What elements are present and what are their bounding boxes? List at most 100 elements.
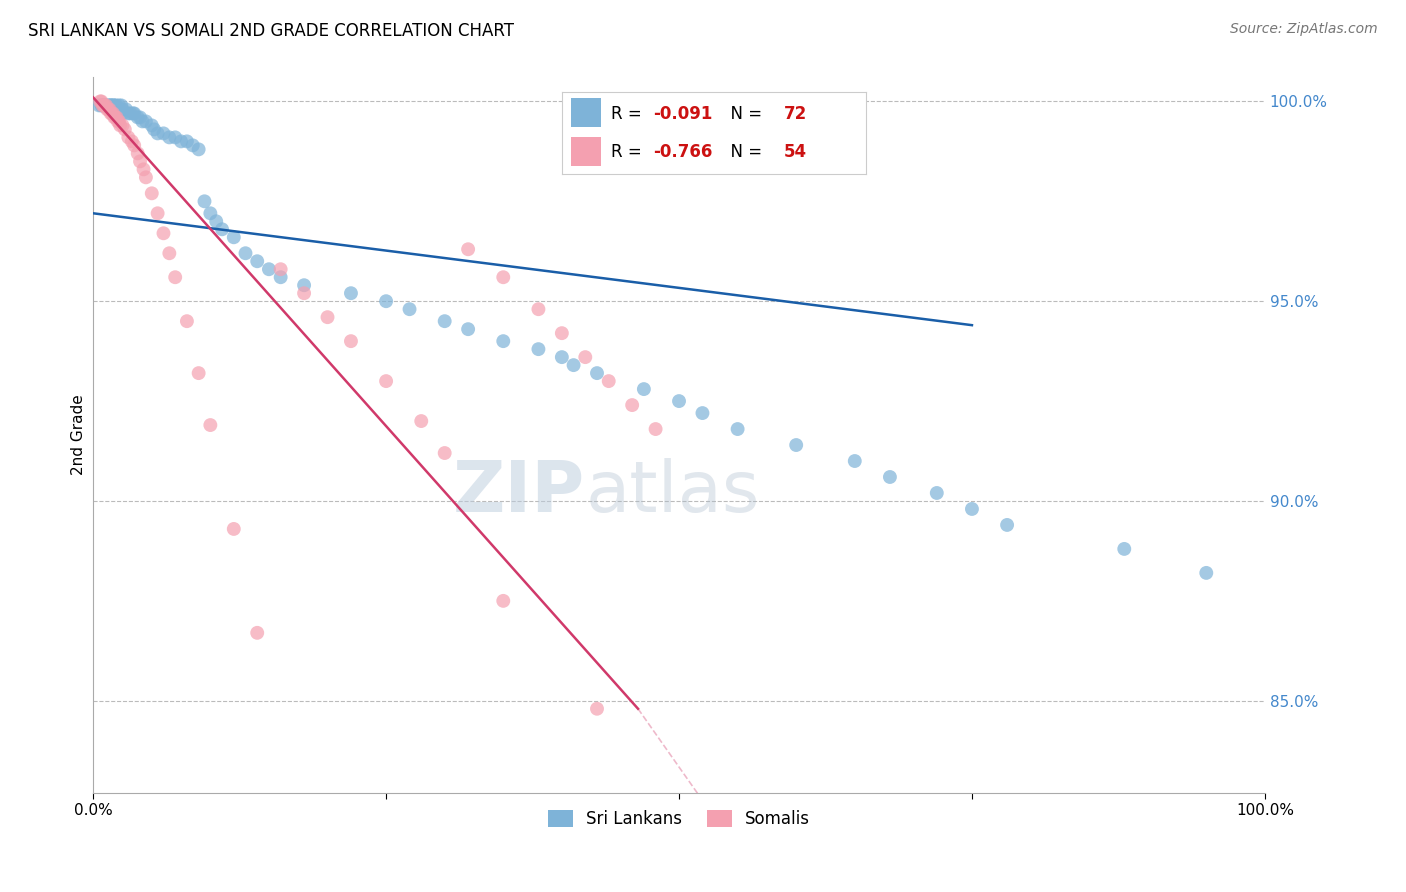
Point: [104, 111, 127, 125]
Point: [433, 314, 456, 328]
Point: [165, 130, 187, 145]
Point: [107, 114, 129, 128]
Text: atlas: atlas: [585, 458, 759, 527]
Point: [131, 114, 153, 128]
Point: [270, 270, 292, 285]
Point: [111, 103, 134, 117]
Point: [292, 278, 315, 293]
Point: [200, 206, 222, 220]
Point: [120, 106, 142, 120]
Point: [94, 98, 117, 112]
Point: [844, 454, 866, 468]
Point: [633, 382, 655, 396]
Point: [132, 162, 155, 177]
Point: [995, 518, 1018, 533]
Point: [292, 286, 315, 301]
Point: [257, 262, 280, 277]
Point: [122, 106, 145, 120]
Point: [170, 134, 193, 148]
Point: [100, 98, 122, 112]
Point: [122, 106, 145, 120]
Point: [108, 114, 131, 128]
Point: [127, 111, 149, 125]
Point: [93, 98, 115, 112]
Point: [785, 438, 807, 452]
Point: [235, 246, 257, 260]
Point: [91, 98, 114, 112]
Point: [193, 194, 215, 209]
Point: [157, 246, 180, 260]
Point: [222, 522, 245, 536]
Legend: Sri Lankans, Somalis: Sri Lankans, Somalis: [541, 803, 817, 834]
Point: [492, 594, 515, 608]
Point: [925, 486, 948, 500]
Point: [135, 170, 157, 185]
Point: [103, 98, 125, 112]
Point: [121, 134, 143, 148]
Point: [129, 111, 152, 125]
Point: [222, 230, 245, 244]
Point: [135, 114, 157, 128]
Point: [103, 98, 125, 112]
Point: [146, 206, 169, 220]
Point: [141, 186, 163, 201]
Point: [101, 98, 124, 112]
Point: [492, 334, 515, 348]
Point: [127, 146, 149, 161]
Point: [246, 625, 269, 640]
Point: [114, 122, 136, 136]
Point: [270, 262, 292, 277]
Point: [187, 366, 209, 380]
Point: [103, 111, 125, 125]
Point: [598, 374, 620, 388]
Point: [960, 502, 983, 516]
Point: [117, 130, 139, 145]
Point: [152, 227, 174, 241]
Point: [100, 98, 122, 112]
Y-axis label: 2nd Grade: 2nd Grade: [72, 394, 86, 475]
Point: [98, 103, 121, 117]
Point: [492, 270, 515, 285]
Point: [96, 103, 118, 117]
Point: [97, 98, 120, 112]
Point: [165, 270, 187, 285]
Point: [211, 222, 233, 236]
Point: [111, 119, 134, 133]
Point: [375, 294, 398, 309]
Point: [96, 98, 118, 112]
Point: [101, 106, 124, 120]
Point: [176, 314, 198, 328]
Point: [108, 119, 131, 133]
Point: [375, 374, 398, 388]
Point: [115, 103, 138, 117]
Point: [205, 214, 228, 228]
Point: [87, 98, 110, 112]
Point: [91, 98, 114, 112]
Point: [94, 98, 117, 112]
Point: [644, 422, 666, 436]
Point: [411, 414, 433, 428]
Point: [105, 111, 128, 125]
Point: [90, 95, 112, 109]
Text: SRI LANKAN VS SOMALI 2ND GRADE CORRELATION CHART: SRI LANKAN VS SOMALI 2ND GRADE CORRELATI…: [28, 22, 515, 40]
Point: [551, 326, 574, 340]
Point: [89, 95, 111, 109]
Point: [97, 103, 120, 117]
Point: [122, 138, 145, 153]
Point: [146, 127, 169, 141]
Point: [316, 310, 339, 325]
Point: [586, 366, 609, 380]
Point: [562, 358, 585, 372]
Point: [117, 106, 139, 120]
Point: [457, 242, 479, 256]
Point: [105, 98, 128, 112]
Point: [141, 119, 163, 133]
Point: [340, 286, 363, 301]
Point: [246, 254, 269, 268]
Point: [551, 350, 574, 364]
Point: [129, 154, 152, 169]
Point: [457, 322, 479, 336]
Point: [879, 470, 901, 484]
Point: [574, 350, 596, 364]
Point: [108, 98, 131, 112]
